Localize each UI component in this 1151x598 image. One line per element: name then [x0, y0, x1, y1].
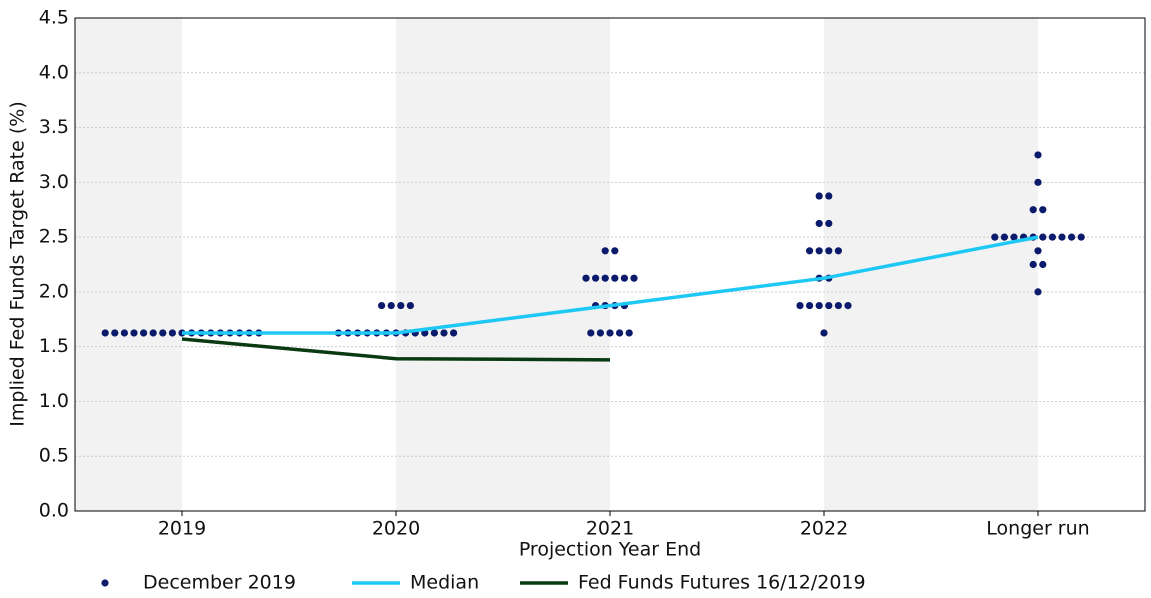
- dot: [806, 247, 814, 255]
- dot: [378, 301, 386, 310]
- legend-swatch: [101, 579, 109, 587]
- dot: [611, 247, 619, 255]
- dot: [1048, 233, 1056, 241]
- y-tick-label: 2.5: [39, 226, 69, 248]
- dot: [450, 329, 458, 337]
- y-tick-label: 0.5: [39, 445, 69, 467]
- y-tick-label: 1.0: [39, 390, 69, 412]
- dot: [430, 329, 438, 337]
- dot: [825, 219, 833, 228]
- legend-label: December 2019: [143, 572, 296, 594]
- dot: [1039, 260, 1047, 269]
- dot: [815, 219, 823, 228]
- legend-label: Fed Funds Futures 16/12/2019: [578, 572, 866, 594]
- x-tick-label: Longer run: [986, 518, 1089, 540]
- dot: [440, 329, 448, 337]
- dot: [397, 301, 405, 310]
- dot: [825, 247, 833, 255]
- dot: [606, 329, 614, 337]
- dot: [815, 192, 823, 200]
- dot: [1034, 151, 1042, 159]
- dot: [1029, 260, 1037, 269]
- y-tick-label: 0.0: [39, 500, 69, 522]
- y-tick-label: 3.0: [39, 171, 69, 193]
- band-shade: [75, 18, 182, 511]
- line: [182, 235, 1039, 335]
- y-tick-label: 1.5: [39, 335, 69, 357]
- dot: [1029, 206, 1037, 214]
- band-shade: [396, 18, 610, 511]
- dot: [820, 329, 828, 337]
- y-tick-label: 4.5: [39, 7, 69, 29]
- y-tick-label: 2.0: [39, 280, 69, 302]
- dot: [1039, 206, 1047, 214]
- dot: [387, 301, 395, 310]
- dot: [815, 301, 823, 310]
- dot: [825, 192, 833, 200]
- dot: [1034, 288, 1042, 296]
- dot: [587, 329, 595, 337]
- x-tick-label: 2021: [586, 518, 634, 540]
- x-axis-label: Projection Year End: [519, 539, 701, 561]
- dot: [596, 329, 605, 337]
- dot: [1039, 233, 1047, 241]
- x-tick-label: 2019: [158, 518, 206, 540]
- dot: [592, 274, 600, 282]
- dot: [111, 329, 119, 337]
- dot: [630, 274, 638, 282]
- x-tick-label: 2020: [372, 518, 420, 540]
- dot: [149, 329, 157, 337]
- dot: [611, 274, 619, 282]
- line: [181, 337, 611, 362]
- legend-label: Median: [410, 572, 479, 594]
- dot: [1034, 247, 1042, 255]
- dot: [601, 274, 609, 282]
- dot: [130, 329, 138, 337]
- dot: [406, 301, 414, 310]
- dot: [120, 329, 128, 337]
- dot: [1058, 233, 1066, 241]
- dot: [1000, 233, 1009, 241]
- band-shade: [824, 18, 1038, 511]
- dot: [1077, 233, 1085, 241]
- dot: [844, 301, 852, 310]
- x-tick-label: 2022: [800, 518, 848, 540]
- dot: [991, 233, 999, 241]
- y-tick-label: 3.5: [39, 116, 69, 138]
- dot: [806, 301, 814, 310]
- dot: [834, 301, 843, 310]
- dot: [825, 301, 833, 310]
- dot: [101, 329, 109, 337]
- dot: [815, 247, 823, 255]
- dot: [834, 247, 843, 255]
- dot: [159, 329, 167, 337]
- y-axis-label: Implied Fed Funds Target Rate (%): [7, 101, 29, 426]
- dot: [796, 301, 804, 310]
- dot: [582, 274, 590, 282]
- dot: [168, 329, 176, 337]
- dot: [616, 329, 624, 337]
- y-tick-label: 4.0: [39, 61, 69, 83]
- dot: [1034, 178, 1042, 186]
- dot: [1010, 233, 1018, 241]
- dot: [625, 329, 633, 337]
- dot: [1068, 233, 1076, 241]
- dot: [601, 247, 609, 255]
- dot: [140, 329, 148, 337]
- dot: [620, 274, 629, 282]
